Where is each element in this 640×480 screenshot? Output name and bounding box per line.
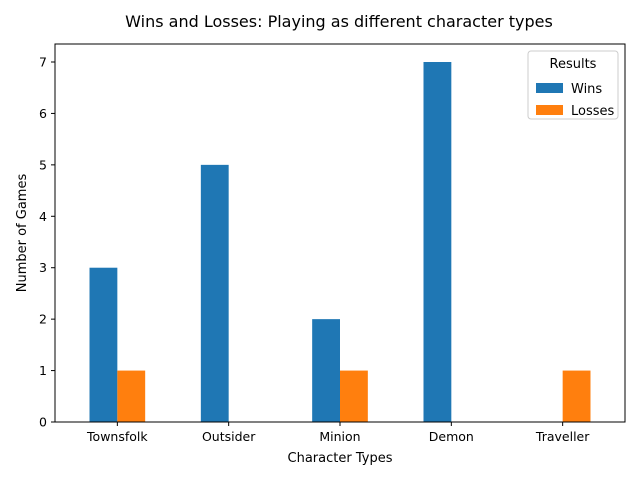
legend-box	[527, 50, 619, 120]
y-tick-label: 6	[39, 106, 47, 121]
x-tick-label: Traveller	[535, 429, 590, 444]
x-tick-label: Outsider	[202, 429, 256, 444]
y-tick-label: 3	[39, 260, 47, 275]
x-tick-label: Townsfolk	[86, 429, 148, 444]
y-tick-label: 0	[39, 415, 47, 430]
y-axis-title: Number of Games	[15, 174, 30, 293]
y-tick-label: 7	[39, 55, 47, 70]
bars-group	[89, 62, 591, 422]
y-tick-label: 5	[39, 157, 47, 172]
y-tick-label: 4	[39, 209, 47, 224]
bar-wins-demon	[423, 62, 452, 422]
legend-swatch-wins	[536, 83, 563, 93]
bar-wins-minion	[312, 319, 340, 422]
legend-swatch-losses	[536, 105, 563, 115]
y-axis: 0 1 2 3 4 5 6 7	[39, 55, 55, 430]
y-tick-label: 2	[39, 312, 47, 327]
x-axis-title: Character Types	[288, 451, 393, 466]
y-tick-label: 1	[39, 363, 47, 378]
bar-losses-minion	[340, 370, 368, 422]
legend: Results Wins Losses	[527, 50, 619, 120]
bar-wins-outsider	[200, 164, 229, 422]
bar-losses-traveller	[562, 370, 591, 422]
bar-losses-townsfolk	[117, 370, 146, 422]
chart-title: Wins and Losses: Playing as different ch…	[125, 12, 553, 31]
legend-label-losses: Losses	[571, 104, 615, 119]
x-tick-label: Minion	[319, 429, 360, 444]
x-axis: Townsfolk Outsider Minion Demon Traveller	[86, 422, 590, 444]
bar-wins-townsfolk	[89, 267, 118, 422]
legend-title: Results	[550, 57, 597, 72]
legend-label-wins: Wins	[571, 82, 602, 97]
x-tick-label: Demon	[429, 429, 474, 444]
